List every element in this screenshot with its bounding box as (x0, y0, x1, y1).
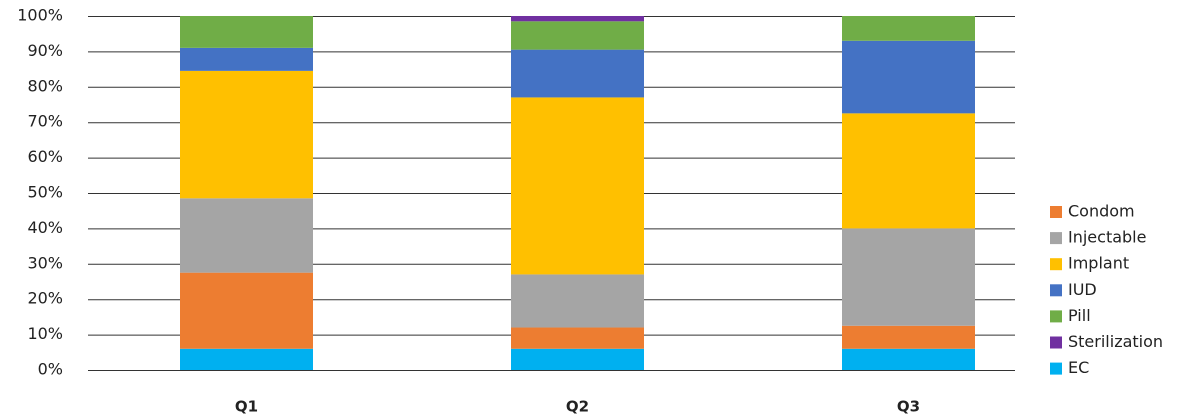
legend-swatch (1050, 310, 1062, 323)
legend-swatch (1050, 206, 1062, 218)
x-tick-label: Q3 (897, 398, 920, 416)
bar-segment (842, 40, 975, 114)
legend-label: Pill (1068, 306, 1091, 325)
legend-swatch (1050, 258, 1062, 271)
legend-swatch (1050, 362, 1062, 375)
y-tick-label: 80% (27, 76, 63, 95)
bar-segment (180, 47, 313, 71)
bar-segment (511, 97, 644, 275)
y-tick-label: 90% (27, 41, 63, 60)
bar-segment (511, 348, 644, 370)
bar-segment (511, 16, 644, 22)
x-tick-label: Q1 (235, 398, 258, 416)
bar-segment (511, 327, 644, 349)
y-tick-label: 100% (17, 6, 63, 25)
y-tick-label: 30% (27, 253, 63, 272)
x-tick-label: Q2 (566, 398, 589, 416)
y-tick-label: 10% (27, 324, 63, 343)
legend-swatch (1050, 336, 1062, 349)
y-tick-label: 0% (38, 360, 63, 379)
legend-swatch (1050, 284, 1062, 297)
bar-segment (842, 228, 975, 326)
bar-segment (180, 348, 313, 370)
bar-segment (180, 16, 313, 48)
bar-segment (511, 49, 644, 98)
bar-segment (511, 274, 644, 328)
bar-segment (180, 272, 313, 349)
bar-segment (180, 198, 313, 273)
legend-label: Sterilization (1068, 332, 1163, 351)
bar-segment (842, 113, 975, 229)
y-tick-label: 20% (27, 289, 63, 308)
y-tick-label: 60% (27, 147, 63, 166)
y-tick-label: 50% (27, 183, 63, 202)
legend-label: IUD (1068, 280, 1097, 299)
bar-segment (842, 16, 975, 41)
legend-label: Condom (1068, 202, 1135, 221)
legend-label: Implant (1068, 254, 1129, 273)
bar-segment (511, 21, 644, 50)
y-tick-label: 40% (27, 218, 63, 237)
bar-segment (842, 348, 975, 370)
y-tick-label: 70% (27, 112, 63, 131)
legend-label: EC (1068, 358, 1089, 377)
bar-segment (842, 325, 975, 349)
bar-segment (180, 70, 313, 199)
legend-swatch (1050, 232, 1062, 245)
legend-label: Injectable (1068, 228, 1146, 247)
